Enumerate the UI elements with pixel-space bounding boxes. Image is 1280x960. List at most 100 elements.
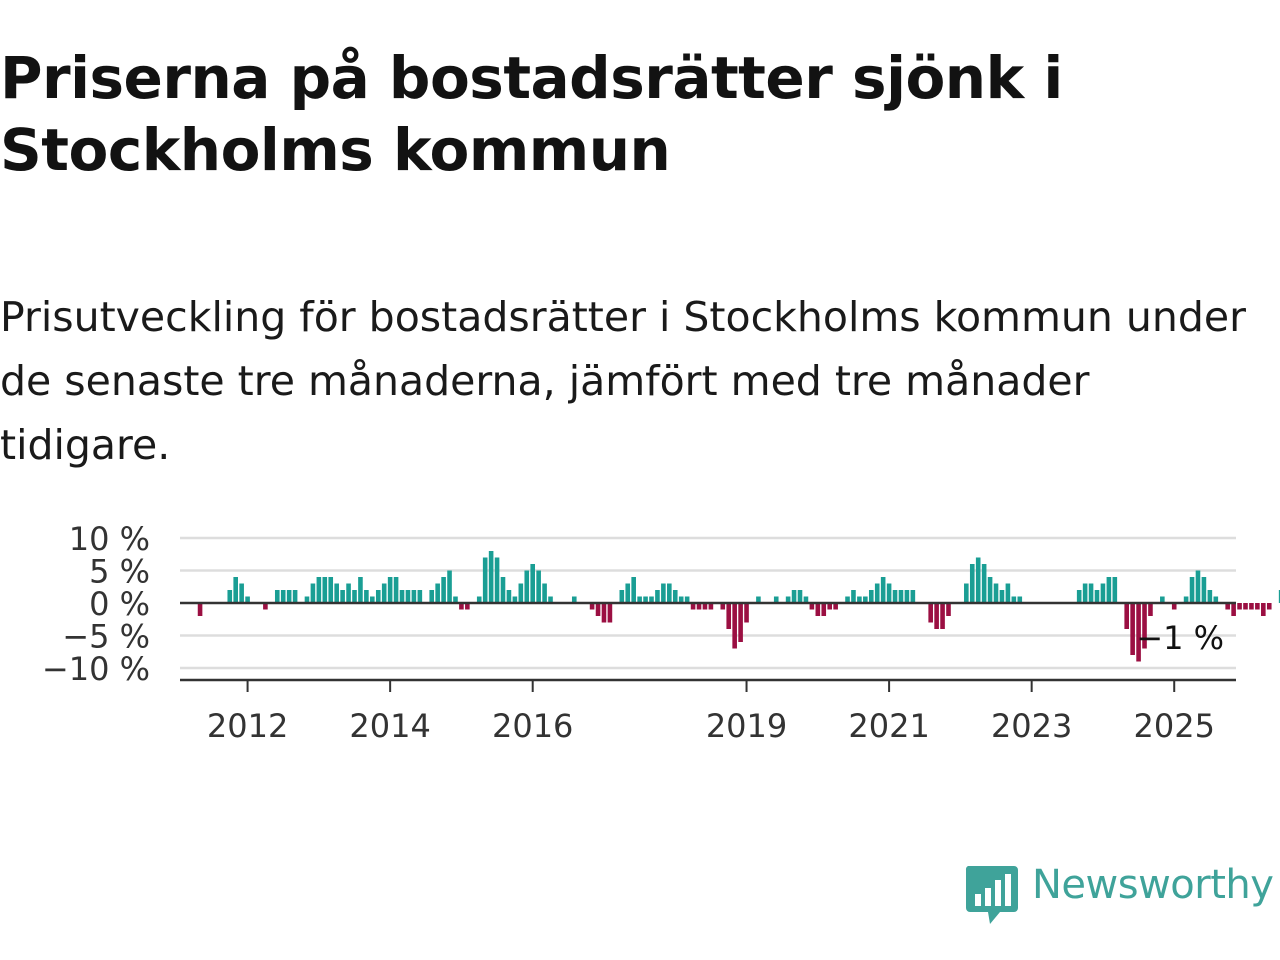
- bars: [197, 551, 1280, 662]
- bar: [1183, 596, 1189, 603]
- bar: [465, 603, 470, 610]
- bar: [702, 603, 708, 610]
- bar: [1171, 603, 1177, 610]
- bar: [476, 596, 482, 603]
- bar: [880, 577, 886, 603]
- bar: [672, 590, 678, 603]
- bar: [1201, 577, 1207, 603]
- bar: [1243, 603, 1248, 610]
- bar: [898, 590, 904, 603]
- bar: [821, 603, 827, 616]
- bar: [435, 583, 440, 603]
- bar: [399, 590, 405, 603]
- bar: [1017, 596, 1023, 603]
- x-tick-label: 2012: [207, 707, 288, 745]
- bar: [245, 596, 250, 603]
- bar: [655, 590, 660, 603]
- bar: [833, 603, 838, 610]
- bar: [738, 603, 743, 642]
- bar: [304, 596, 310, 603]
- bar: [1082, 583, 1088, 603]
- bar: [1142, 603, 1147, 649]
- bar: [999, 590, 1005, 603]
- bar: [964, 583, 969, 603]
- bar: [548, 596, 553, 603]
- bar: [892, 590, 898, 603]
- bar: [1189, 577, 1195, 603]
- bar: [441, 577, 446, 603]
- bar: [239, 583, 244, 603]
- x-tick-label: 2019: [706, 707, 787, 745]
- chart-title: Priserna på bostadsrätter sjönk i Stockh…: [0, 44, 1063, 184]
- bar: [364, 590, 369, 603]
- bar: [1249, 603, 1254, 610]
- bar: [874, 583, 880, 603]
- grid-lines: [180, 536, 1236, 670]
- bar: [1130, 603, 1135, 655]
- bar: [696, 603, 702, 610]
- brand-name: Newsworthy: [1032, 862, 1274, 908]
- bar: [530, 564, 535, 603]
- bar: [607, 603, 613, 623]
- bar: [667, 583, 672, 603]
- bar: [292, 590, 298, 603]
- bar: [1100, 583, 1106, 603]
- bar: [851, 590, 856, 603]
- bar: [744, 603, 749, 623]
- bar: [453, 596, 458, 603]
- y-axis-labels: 10 %5 %0 %−5 %−10 %: [42, 520, 150, 688]
- bar: [571, 596, 577, 603]
- bar: [726, 603, 732, 629]
- bar: [429, 590, 435, 603]
- bar: [684, 596, 690, 603]
- y-tick-label: 5 %: [89, 553, 150, 591]
- bar: [512, 596, 518, 603]
- bar: [601, 603, 607, 623]
- bar: [393, 577, 399, 603]
- bar: [934, 603, 939, 629]
- bar: [643, 596, 648, 603]
- newsworthy-logo-icon: [965, 866, 1018, 924]
- bar: [868, 590, 874, 603]
- bar: [928, 603, 933, 623]
- bar: [1213, 596, 1219, 603]
- bar: [815, 603, 821, 616]
- bar: [328, 577, 334, 603]
- bar: [506, 590, 512, 603]
- bar: [542, 583, 547, 603]
- bar: [1124, 603, 1129, 629]
- bar: [791, 590, 797, 603]
- bar: [197, 603, 203, 616]
- bar: [405, 590, 411, 603]
- bar: [845, 596, 850, 603]
- bar: [417, 590, 423, 603]
- bar: [785, 596, 791, 603]
- x-tick-label: 2016: [492, 707, 573, 745]
- bar: [969, 564, 975, 603]
- bar: [411, 590, 417, 603]
- bar: [1005, 583, 1011, 603]
- bar: [678, 596, 684, 603]
- bar: [904, 590, 910, 603]
- bar: [459, 603, 464, 610]
- bar: [375, 590, 381, 603]
- bar: [827, 603, 832, 610]
- bar: [1112, 577, 1118, 603]
- bar: [863, 596, 868, 603]
- x-tick-label: 2025: [1134, 707, 1215, 745]
- bar: [1261, 603, 1266, 616]
- bar: [589, 603, 595, 610]
- bar: [500, 577, 506, 603]
- bar: [773, 596, 779, 603]
- bar: [280, 590, 286, 603]
- bar: [732, 603, 737, 649]
- bar: [494, 557, 500, 603]
- chart-subtitle: Prisutveckling för bostadsrätter i Stock…: [0, 293, 1246, 469]
- bar: [1011, 596, 1017, 603]
- bar: [803, 596, 809, 603]
- bar: [1278, 590, 1280, 603]
- bar: [518, 583, 524, 603]
- bar: [1136, 603, 1141, 662]
- bar: [1094, 590, 1100, 603]
- bar: [625, 583, 631, 603]
